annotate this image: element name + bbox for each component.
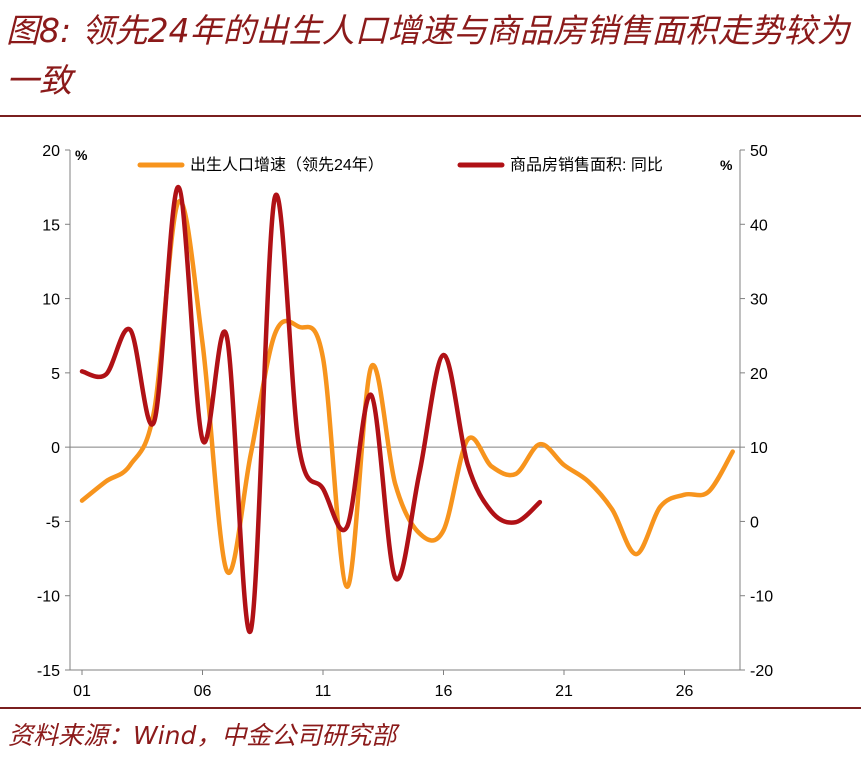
left-tick-label: 20 xyxy=(42,143,60,160)
right-tick-label: 0 xyxy=(750,514,759,531)
left-tick-label: 15 xyxy=(42,217,60,234)
left-tick-label: -15 xyxy=(37,663,60,680)
source-divider xyxy=(0,707,861,709)
right-tick-label: -20 xyxy=(750,663,773,680)
right-tick-label: 10 xyxy=(750,440,768,457)
source-note: 资料来源：Wind，中金公司研究部 xyxy=(8,721,397,750)
right-tick-label: 50 xyxy=(750,143,768,160)
series-line-birth-rate xyxy=(79,198,735,590)
right-tick-label: 30 xyxy=(750,292,768,309)
right-tick-label: 20 xyxy=(750,366,768,383)
left-tick-label: 0 xyxy=(51,440,60,457)
x-tick-label: 16 xyxy=(435,683,453,700)
left-tick-label: -10 xyxy=(37,589,60,606)
right-axis-unit: % xyxy=(720,157,733,173)
left-tick-label: -5 xyxy=(46,514,60,531)
left-tick-label: 5 xyxy=(51,366,60,383)
x-tick-label: 21 xyxy=(555,683,573,700)
right-tick-label: 40 xyxy=(750,217,768,234)
x-tick-label: 01 xyxy=(73,683,91,700)
x-tick-label: 06 xyxy=(194,683,212,700)
legend-label: 商品房销售面积: 同比 xyxy=(510,156,663,174)
right-tick-label: -10 xyxy=(750,589,773,606)
title-divider xyxy=(0,115,861,117)
left-tick-label: 10 xyxy=(42,292,60,309)
x-tick-label: 11 xyxy=(315,683,332,700)
left-axis-unit: % xyxy=(75,147,88,163)
x-tick-label: 26 xyxy=(676,683,694,700)
series-line-housing-sales xyxy=(79,184,543,635)
page-title: 图8: 领先24年的出生人口增速与商品房销售面积走势较为一致 xyxy=(6,11,850,100)
legend-label: 出生人口增速（领先24年） xyxy=(190,156,384,174)
